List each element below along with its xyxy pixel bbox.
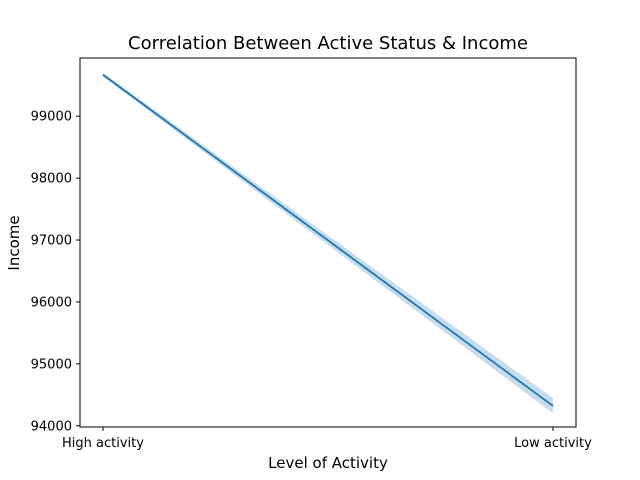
series-line [102,73,554,407]
y-tick-label: 97000 [31,234,72,249]
y-axis-label: Income [5,215,23,270]
x-tick-label: Low activity [514,436,592,451]
plot-frame [79,57,577,428]
plot-area: 94000 95000 96000 97000 98000 99000 High activ… [31,72,592,451]
y-tick-label: 99000 [31,110,72,125]
y-tick-label: 95000 [31,357,72,372]
y-tick-label: 96000 [31,295,72,310]
y-tick-label: 98000 [31,172,72,187]
x-axis-label: Level of Activity [268,454,388,472]
y-tick-label: 94000 [31,419,72,434]
chart-title: Correlation Between Active Status & Inco… [128,33,528,54]
x-tick-label: High activity [62,436,144,451]
